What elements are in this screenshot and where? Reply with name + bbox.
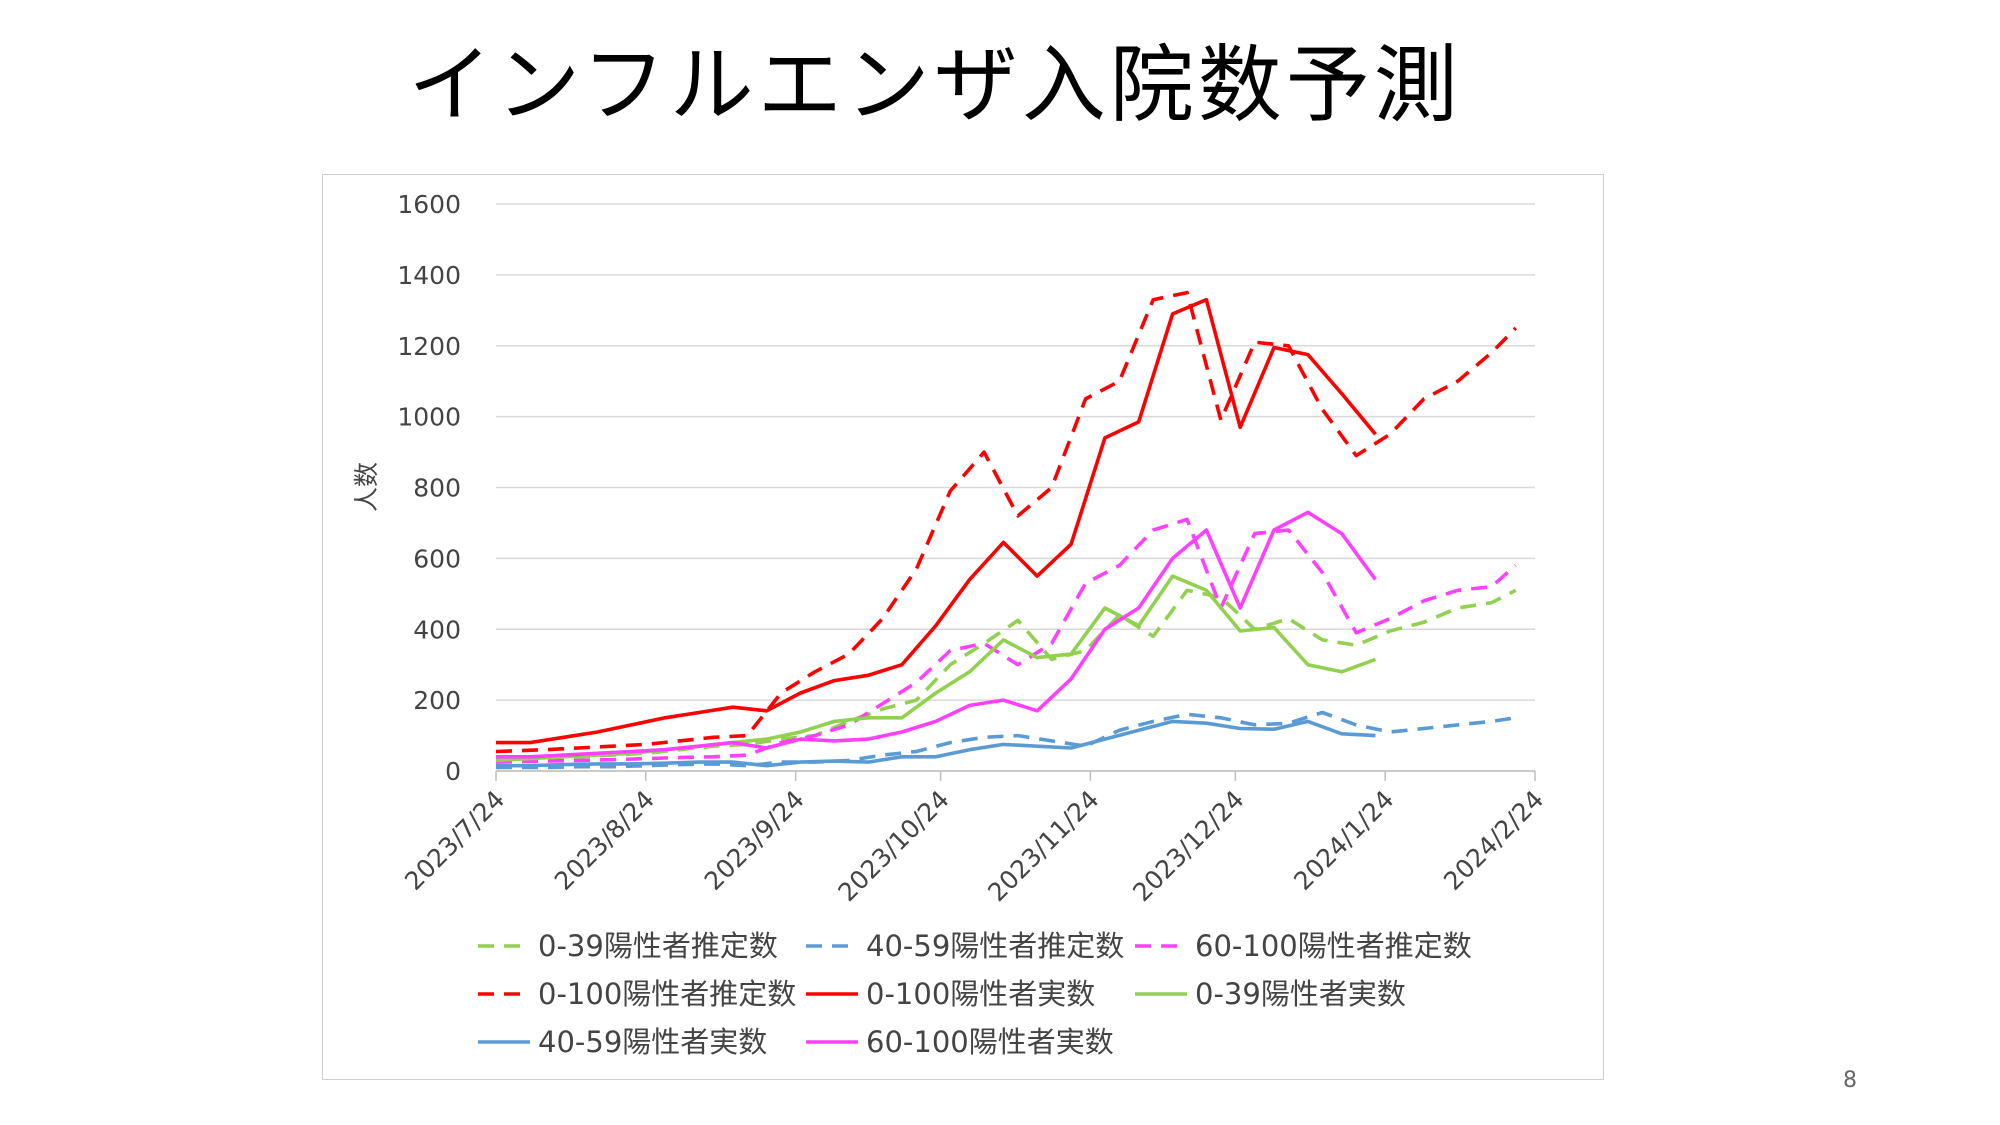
legend-label: 0-100陽性者実数 [866,977,1095,1011]
chart-frame: 0 200 400 600 800 1000 1200 1400 1600 2023/7/24 2… [322,174,1604,1080]
y-tick-label: 200 [413,686,461,715]
y-tick-label: 800 [413,474,461,503]
x-tick-label: 2023/12/24 [1127,785,1249,907]
page-number: 8 [1843,1068,1857,1093]
x-tick-label: 2023/8/24 [549,785,660,896]
legend-label: 60-100陽性者実数 [866,1025,1114,1059]
x-tick-label: 2023/7/24 [399,785,510,896]
series-line [495,290,1517,754]
slide-title: インフルエンザ入院数予測 [408,36,1462,134]
grid-lines [496,203,1535,772]
y-axis-ticks: 0 200 400 600 800 1000 1200 1400 1600 [397,190,461,786]
x-tick-label: 2023/9/24 [699,785,810,896]
legend-label: 0-100陽性者推定数 [538,977,796,1011]
x-axis: 2023/7/24 2023/8/24 2023/9/24 2023/10/24 202… [399,770,1549,907]
y-tick-label: 1000 [397,403,461,432]
series-line [496,297,1377,745]
legend-label: 40-59陽性者実数 [538,1025,767,1059]
series-line [496,719,1376,768]
legend-label: 60-100陽性者推定数 [1195,929,1472,963]
x-tick-label: 2023/11/24 [982,785,1104,907]
y-tick-label: 0 [445,757,461,786]
y-axis-label: 人数 [352,462,381,512]
series-line [495,517,1517,764]
series-lines [495,290,1517,770]
x-tick-label: 2024/1/24 [1288,785,1399,896]
series-line [496,710,1516,770]
x-tick-label: 2023/10/24 [832,785,954,907]
y-tick-label: 600 [413,544,461,573]
x-tick-label: 2024/2/24 [1438,785,1549,896]
series-line [496,510,1377,759]
legend-label: 0-39陽性者実数 [1195,977,1406,1011]
y-tick-label: 1200 [397,332,461,361]
line-chart: 0 200 400 600 800 1000 1200 1400 1600 2023/7/24 2… [352,190,1549,1059]
y-tick-label: 400 [413,615,461,644]
legend: 0-39陽性者推定数 40-59陽性者推定数 60-100陽性者推定数 0-100陽性… [478,929,1472,1059]
legend-label: 0-39陽性者推定数 [538,929,778,963]
legend-label: 40-59陽性者推定数 [866,929,1124,963]
y-tick-label: 1600 [397,190,461,219]
y-tick-label: 1400 [397,261,461,290]
